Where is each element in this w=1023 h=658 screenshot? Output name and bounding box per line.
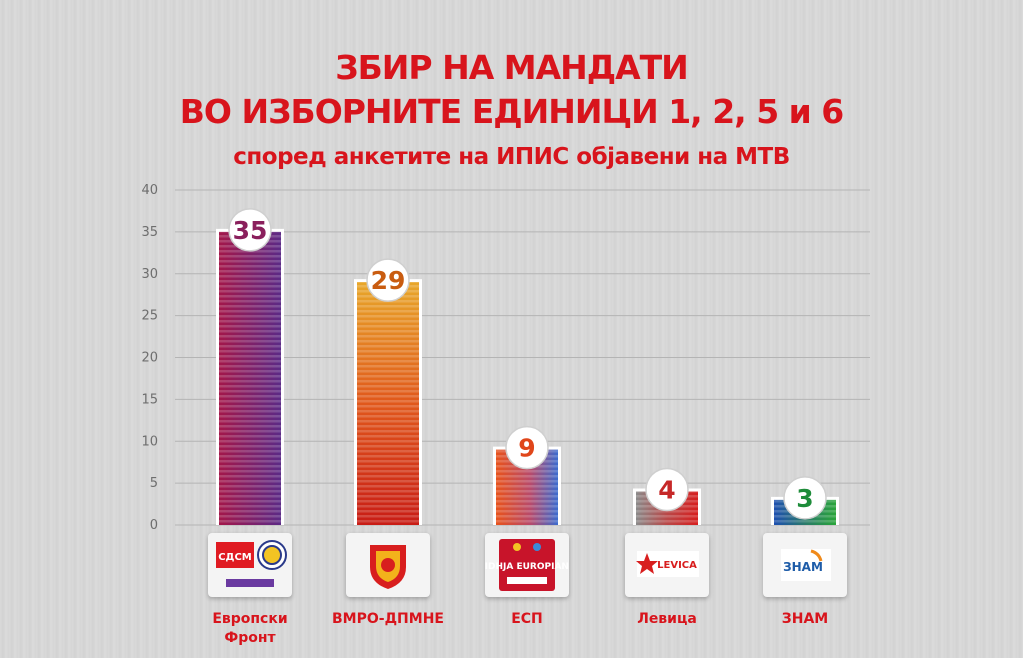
category-label-line1: Европски	[212, 611, 288, 627]
bar-stripes	[357, 282, 419, 525]
chart-title-line2: ВО ИЗБОРНИТЕ ЕДИНИЦИ 1, 2, 5 и 6	[179, 92, 844, 131]
levica-logo-text: LEVICA	[657, 560, 697, 571]
levica-star-logo-icon: LEVICA	[636, 551, 699, 577]
data-label: 35	[233, 216, 268, 245]
value-labels: 35 29 9 4 3	[228, 208, 827, 520]
value-badge	[228, 208, 272, 252]
sdsm-logo-text: СДСМ	[218, 552, 252, 563]
category-label-znam: ЗНАМ	[781, 611, 829, 627]
category-label-vmro-dpmne: ВМРО-ДПМНЕ	[332, 611, 444, 627]
znam-logo-text: ЗНАМ	[783, 560, 823, 574]
lidhja-logo-text: LIDHJA EUROPIANE	[485, 562, 569, 572]
y-tick-label: 0	[150, 518, 158, 533]
y-tick-label: 10	[141, 434, 158, 449]
y-tick-label: 25	[141, 309, 158, 324]
znam-logo-icon: ЗНАМ	[781, 549, 831, 581]
bar-stripes	[219, 231, 281, 525]
value-badge	[366, 258, 410, 302]
vmro-lion-emblem-icon	[370, 545, 406, 589]
chart-title-line1: ЗБИР НА МАНДАТИ	[335, 48, 689, 87]
value-badge	[783, 476, 827, 520]
logo-znam: ЗНАМ	[763, 533, 847, 597]
data-label: 29	[371, 266, 406, 295]
category-label-esp: ЕСП	[511, 611, 543, 627]
y-tick-label: 40	[141, 183, 158, 198]
y-tick-label: 15	[141, 392, 158, 407]
y-tick-label: 35	[141, 225, 158, 240]
category-label-levica: Левица	[637, 611, 697, 627]
y-tick-label: 30	[141, 267, 158, 282]
logo-levica: LEVICA	[625, 533, 709, 597]
y-tick-label: 5	[150, 476, 158, 491]
data-label: 9	[518, 434, 535, 463]
chart-subtitle: според анкетите на ИПИС објавени на МТВ	[233, 144, 790, 170]
lidhja-europiane-logo-icon: LIDHJA EUROPIANE	[479, 539, 575, 591]
category-label-line2: Фронт	[224, 630, 276, 646]
y-axis-ticks: 0 5 10 15 20 25 30 35 40	[141, 183, 158, 533]
data-label: 4	[658, 476, 675, 505]
value-badge	[505, 425, 549, 470]
y-tick-label: 20	[141, 351, 158, 366]
sdsm-logo-icon: СДСМ	[216, 540, 287, 587]
value-badge	[645, 467, 689, 512]
logo-european-front: СДСМ	[208, 533, 292, 597]
grid-lines	[175, 189, 870, 526]
data-label: 3	[796, 484, 813, 513]
category-label-european-front: Европски Фронт	[180, 610, 320, 648]
logo-vmro-dpmne	[346, 533, 430, 597]
logo-esp: LIDHJA EUROPIANE	[479, 533, 575, 597]
